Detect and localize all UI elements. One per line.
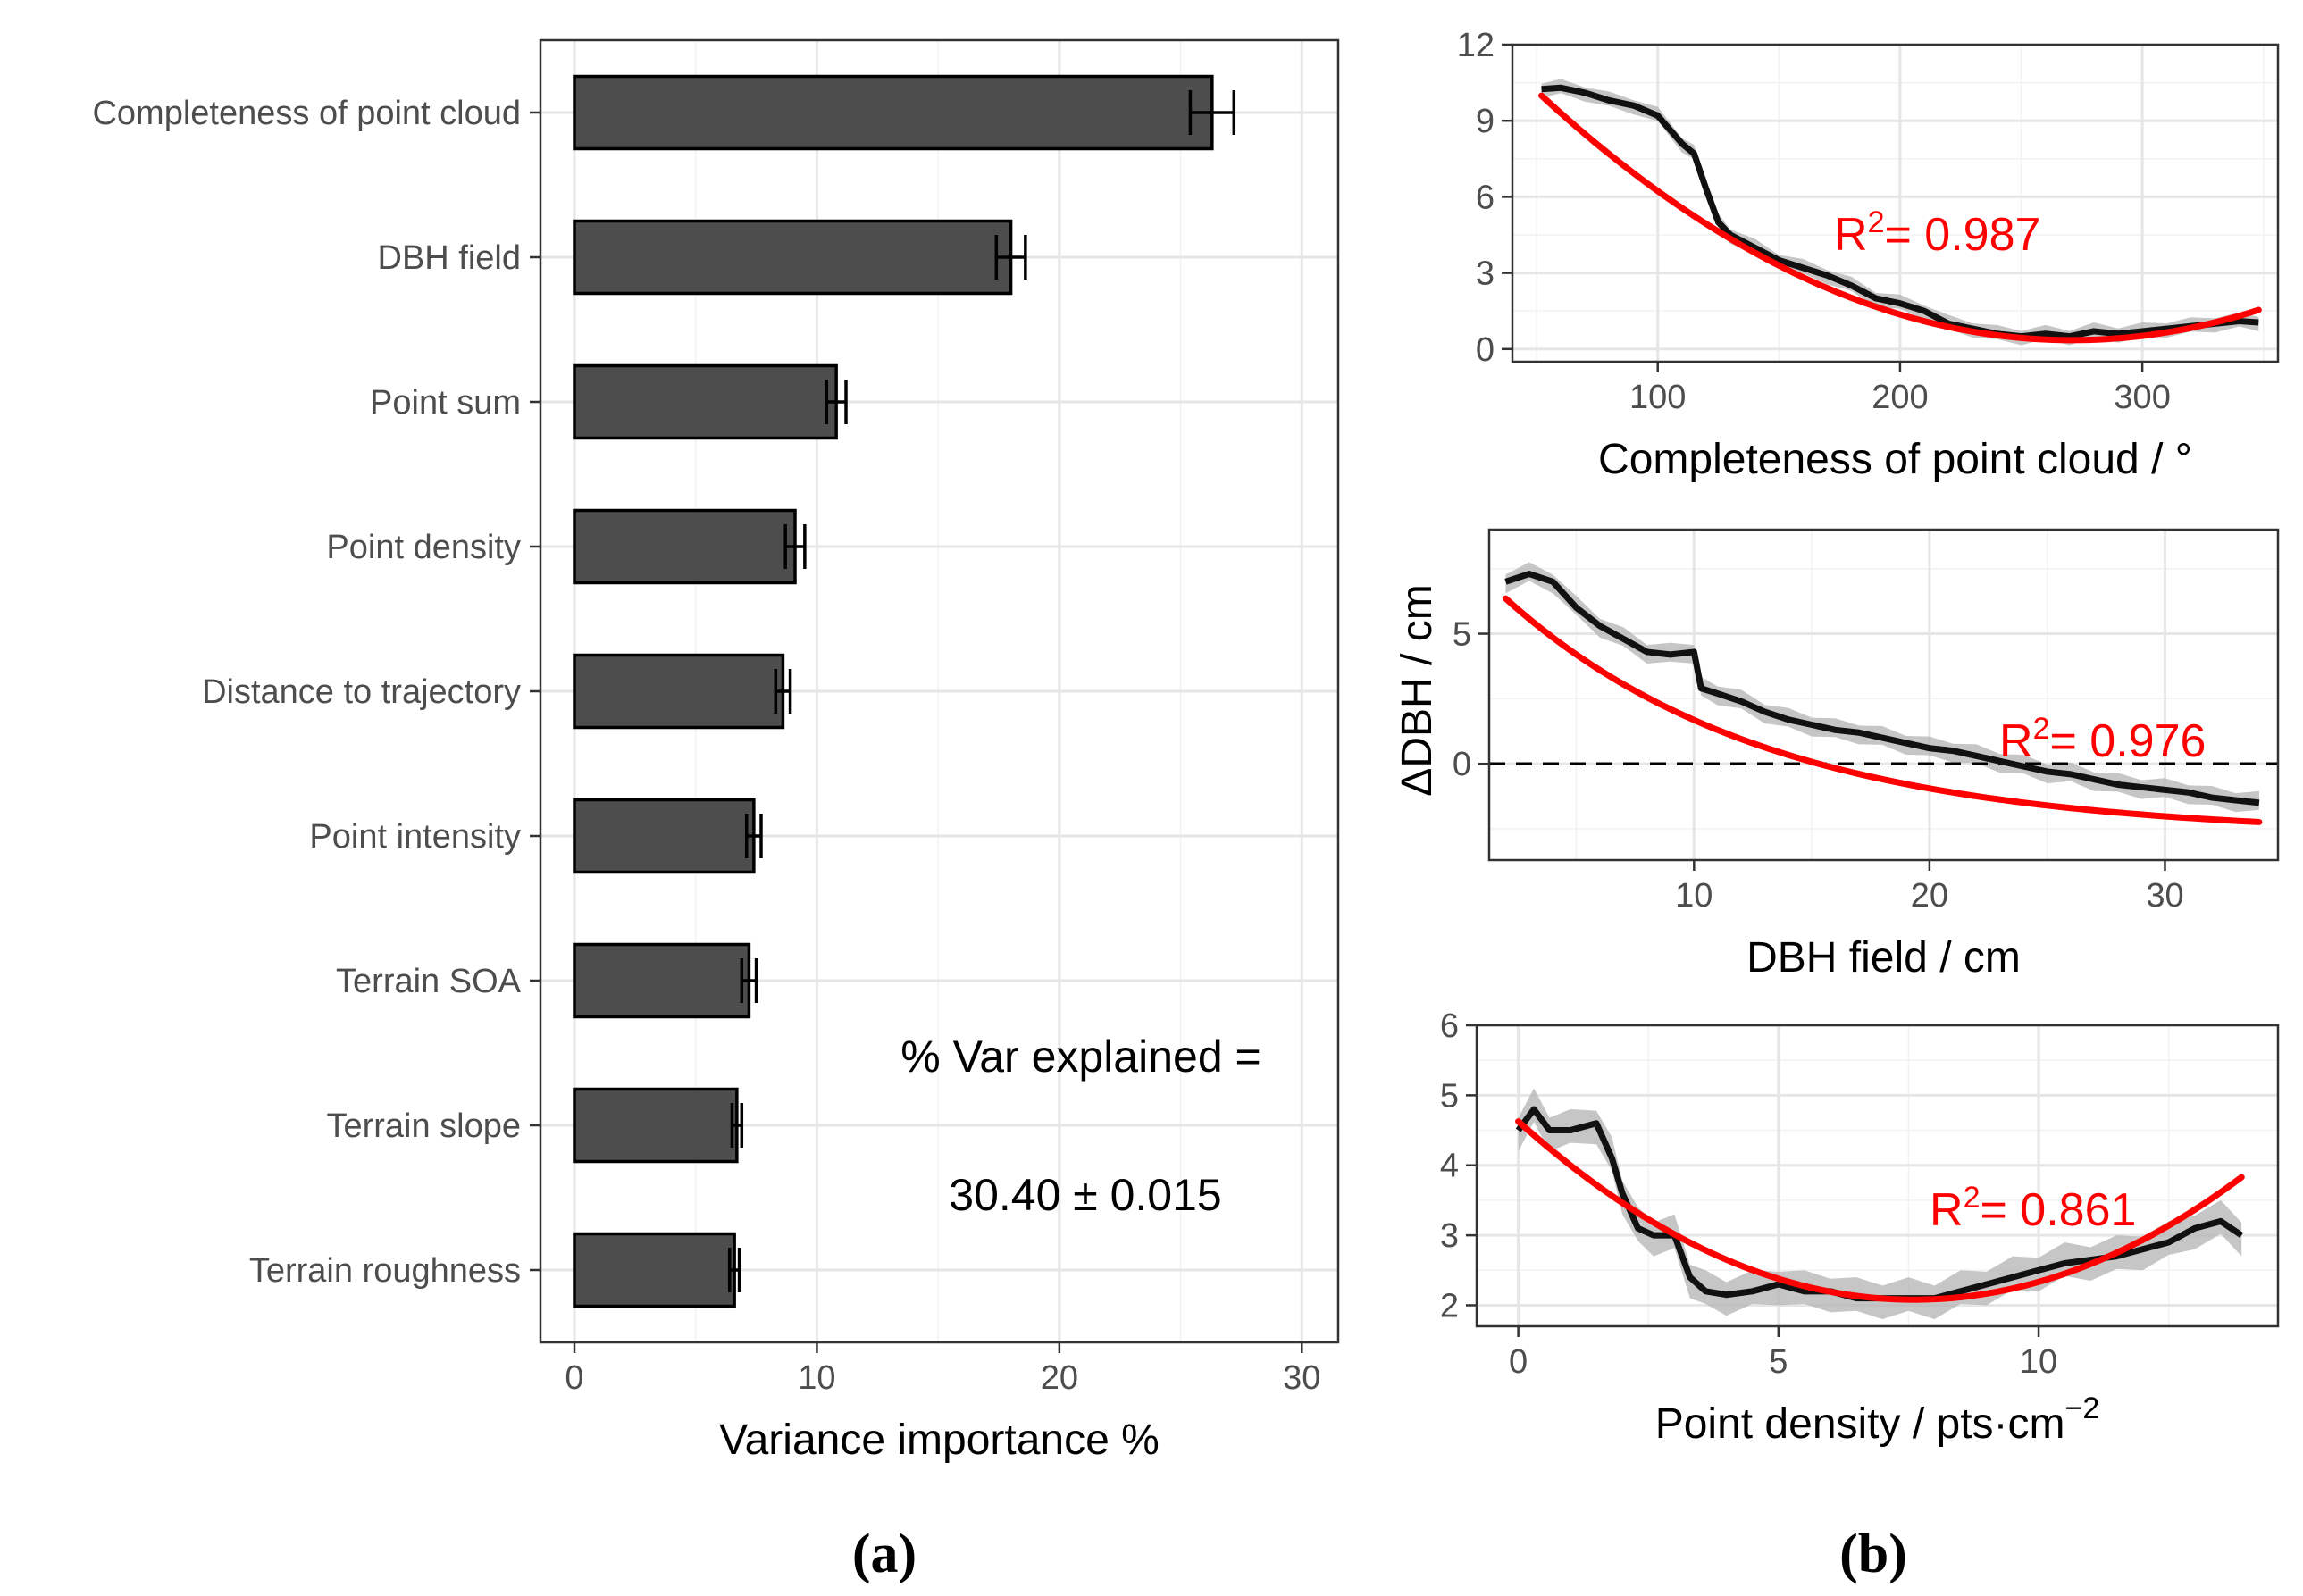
annotation-line-1: % Var explained = — [900, 1032, 1261, 1082]
y-axis-title: ΔDBH / cm — [1394, 584, 1441, 796]
x-tick-label: 0 — [1509, 1343, 1528, 1381]
category-label: Terrain SOA — [336, 963, 522, 1000]
bar — [573, 798, 756, 874]
observed-line — [1541, 84, 2259, 340]
x-tick-label: 0 — [565, 1359, 583, 1397]
fitted-curve — [1515, 1118, 2245, 1303]
bar — [573, 363, 838, 440]
x-tick-label: 20 — [1911, 877, 1948, 915]
confidence-band — [1505, 562, 2259, 813]
y-tick-label: 0 — [1476, 331, 1495, 369]
y-tick-label: 4 — [1440, 1148, 1459, 1185]
point-density-fit-chart: 0 5 10 2 3 4 5 6 R2= 0.861 Point density / pts·cm… — [1440, 1007, 2280, 1448]
category-label: Distance to trajectory — [202, 673, 521, 711]
y-tick-label: 5 — [1453, 616, 1471, 654]
x-axis-title: Variance importance % — [719, 1416, 1160, 1464]
panel-label-b: (b) — [1839, 1524, 1907, 1584]
annotation-line-2: 30.40 ± 0.015 — [949, 1170, 1221, 1220]
panel-label-a: (a) — [852, 1524, 917, 1584]
plot-background — [1477, 1025, 2278, 1326]
bar — [573, 1232, 736, 1308]
category-label: Point intensity — [309, 818, 521, 856]
y-tick-label: 6 — [1476, 179, 1495, 216]
x-tick-label: 10 — [1675, 877, 1713, 915]
x-axis-title: Point density / pts·cm−2 — [1655, 1391, 2100, 1448]
plot-border — [539, 38, 1340, 1344]
x-axis-title: Completeness of point cloud / ° — [1598, 436, 2192, 483]
x-tick-label: 10 — [798, 1359, 835, 1397]
y-tick-label: 3 — [1440, 1217, 1459, 1255]
bar — [573, 219, 1013, 296]
y-tick-label: 9 — [1476, 103, 1495, 140]
category-label: DBH field — [378, 239, 522, 277]
x-tick-label: 10 — [2020, 1343, 2057, 1381]
y-tick-label: 5 — [1440, 1077, 1459, 1115]
plot-border — [1475, 1024, 2280, 1328]
confidence-band — [1541, 79, 2259, 346]
plot-border — [1511, 43, 2280, 363]
fitted-curve — [1502, 595, 2263, 825]
completeness-fit-chart: 100 200 300 0 3 6 9 12 R2= 0.987 Completeness of … — [1457, 27, 2280, 483]
bar — [573, 942, 751, 1019]
x-tick-label: 5 — [1769, 1343, 1788, 1381]
x-tick-label: 200 — [1872, 379, 1928, 416]
plot-background — [1489, 530, 2278, 860]
x-tick-label: 20 — [1041, 1359, 1078, 1397]
r-squared-label: R2= 0.861 — [1930, 1181, 2136, 1236]
bar — [573, 74, 1214, 151]
y-tick-label: 0 — [1453, 746, 1471, 783]
plot-background — [1512, 45, 2278, 362]
x-tick-label: 100 — [1629, 379, 1686, 416]
x-axis-title: DBH field / cm — [1746, 934, 2021, 982]
variance-importance-chart: Completeness of point cloud DBH field Poin… — [92, 38, 1340, 1464]
y-tick-label: 6 — [1440, 1007, 1459, 1045]
category-label: Terrain roughness — [249, 1252, 521, 1290]
y-tick-label: 3 — [1476, 255, 1495, 293]
y-tick-label: 12 — [1457, 27, 1495, 64]
x-tick-label: 30 — [2146, 877, 2183, 915]
category-label: Terrain slope — [326, 1107, 521, 1145]
r-squared-label: R2= 0.976 — [1999, 712, 2206, 767]
plot-border — [1487, 528, 2280, 862]
bar — [573, 508, 797, 585]
category-label: Point sum — [370, 384, 521, 422]
x-tick-label: 30 — [1283, 1359, 1320, 1397]
dbh-fit-chart: 10 20 30 0 5 R2= 0.976 DBH field / cm ΔDBH / cm — [1394, 528, 2280, 982]
category-label: Completeness of point cloud — [92, 95, 521, 132]
r-squared-label: R2= 0.987 — [1834, 205, 2040, 261]
category-label: Point density — [326, 529, 521, 566]
x-tick-label: 300 — [2114, 379, 2170, 416]
bar — [573, 653, 785, 730]
bar — [573, 1087, 739, 1164]
fitted-curve — [1538, 92, 2262, 344]
observed-line — [1504, 571, 2260, 806]
y-tick-label: 2 — [1440, 1287, 1459, 1324]
